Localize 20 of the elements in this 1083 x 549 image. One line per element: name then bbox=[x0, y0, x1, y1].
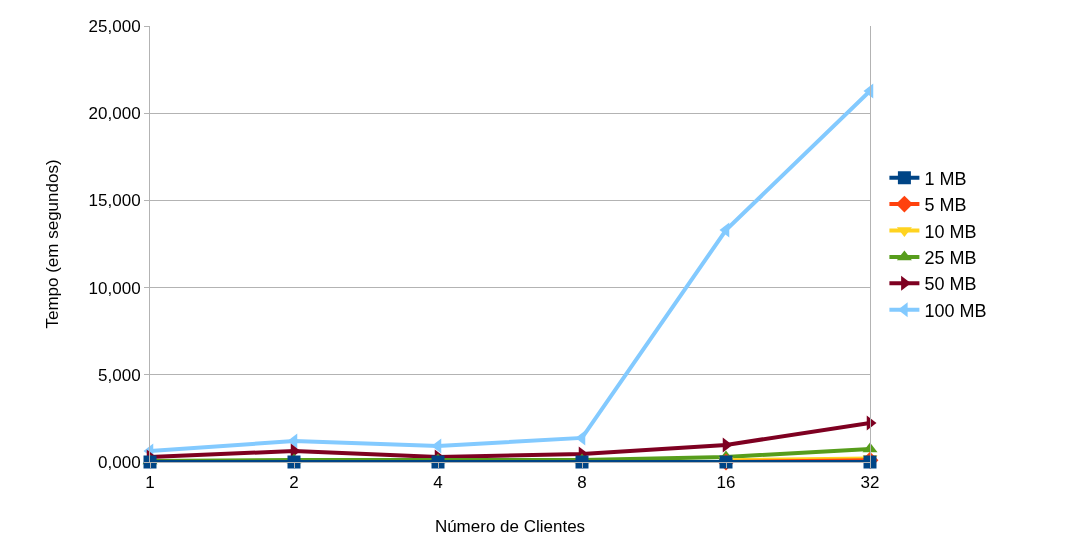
legend-label: 1 MB bbox=[924, 168, 967, 189]
legend-label: 10 MB bbox=[924, 221, 977, 242]
y-tick-label: 5,000 bbox=[98, 365, 141, 385]
y-tick-label: 20,000 bbox=[88, 104, 141, 124]
x-tick-label: 2 bbox=[289, 473, 299, 493]
y-tick-label: 25,000 bbox=[88, 16, 141, 36]
x-tick-label: 32 bbox=[860, 473, 880, 493]
x-tick-label: 4 bbox=[433, 473, 443, 493]
legend-label: 100 MB bbox=[924, 300, 987, 321]
legend-label: 50 MB bbox=[924, 274, 977, 295]
y-tick-label: 10,000 bbox=[88, 278, 141, 298]
x-tick-label: 1 bbox=[145, 473, 155, 493]
legend-label: 25 MB bbox=[924, 247, 977, 268]
x-axis-title: Número de Clientes bbox=[434, 516, 586, 536]
y-tick-label: 0,000 bbox=[98, 452, 141, 472]
x-tick-label: 8 bbox=[577, 473, 587, 493]
y-tick-label: 15,000 bbox=[88, 191, 141, 211]
legend-label: 5 MB bbox=[924, 195, 967, 216]
y-axis-title: Tempo (em segundos) bbox=[43, 159, 63, 329]
x-tick-label: 16 bbox=[716, 473, 736, 493]
